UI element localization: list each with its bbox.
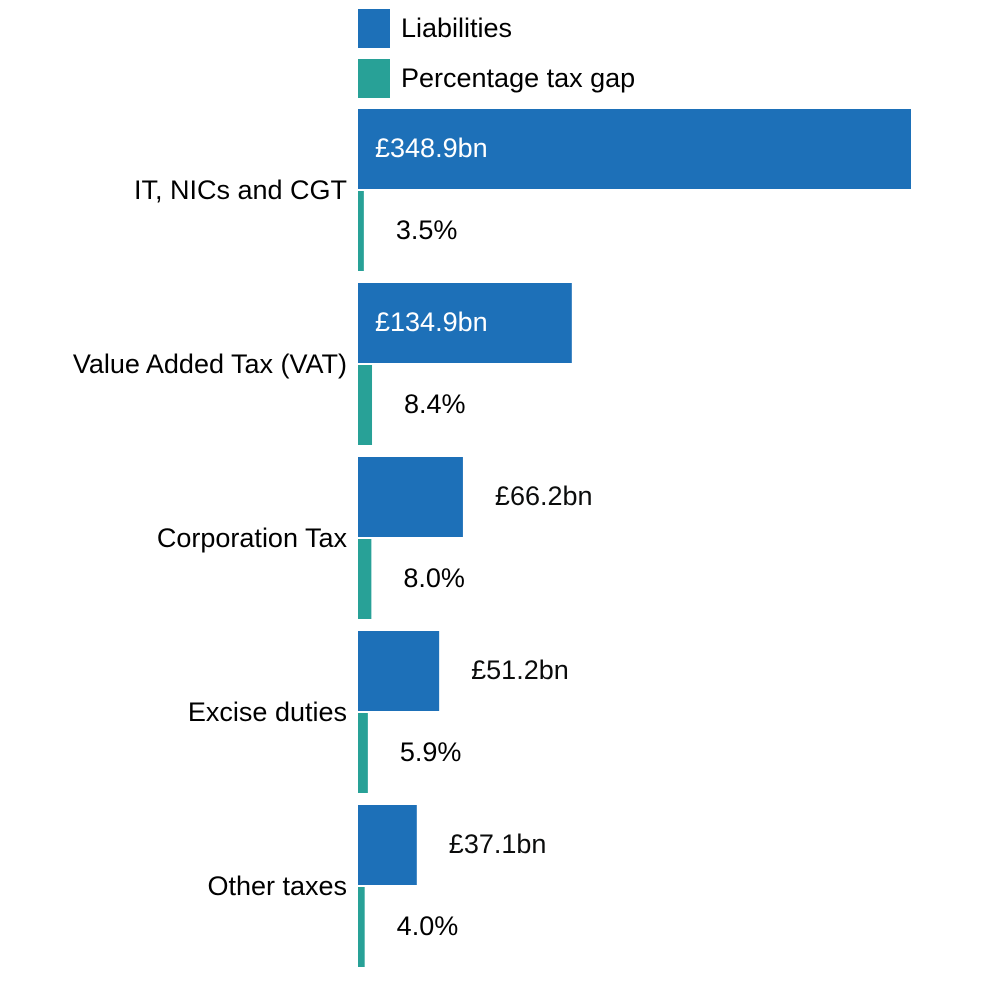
- legend-swatch-0: [358, 9, 390, 48]
- liabilities-data-label: £66.2bn: [495, 481, 593, 511]
- tax-gap-bar: [358, 539, 372, 619]
- category-label: IT, NICs and CGT: [134, 175, 347, 205]
- tax-gap-bar: [358, 365, 373, 445]
- tax-gap-data-label: 4.0%: [397, 911, 459, 941]
- tax-gap-bar: [358, 887, 365, 967]
- legend-swatch-1: [358, 59, 390, 98]
- category-label: Excise duties: [188, 697, 347, 727]
- tax-gap-data-label: 3.5%: [396, 215, 458, 245]
- category-label: Corporation Tax: [157, 523, 348, 553]
- tax-gap-data-label: 8.4%: [404, 389, 466, 419]
- tax-gap-data-label: 8.0%: [403, 563, 465, 593]
- liabilities-bar: [358, 805, 417, 885]
- liabilities-data-label: £134.9bn: [375, 307, 488, 337]
- tax-gap-bar: [358, 713, 368, 793]
- legend-label-1: Percentage tax gap: [401, 63, 635, 93]
- tax-gap-data-label: 5.9%: [400, 737, 462, 767]
- liabilities-bar: [358, 631, 440, 711]
- liabilities-bar: [358, 457, 463, 537]
- liabilities-bar: [358, 109, 911, 189]
- category-label: Other taxes: [207, 871, 347, 901]
- tax-gap-bar: [358, 191, 364, 271]
- liabilities-data-label: £51.2bn: [471, 655, 569, 685]
- liabilities-bar: [358, 283, 572, 363]
- liabilities-data-label: £37.1bn: [449, 829, 547, 859]
- category-label: Value Added Tax (VAT): [73, 349, 347, 379]
- legend-label-0: Liabilities: [401, 13, 512, 43]
- liabilities-data-label: £348.9bn: [375, 133, 488, 163]
